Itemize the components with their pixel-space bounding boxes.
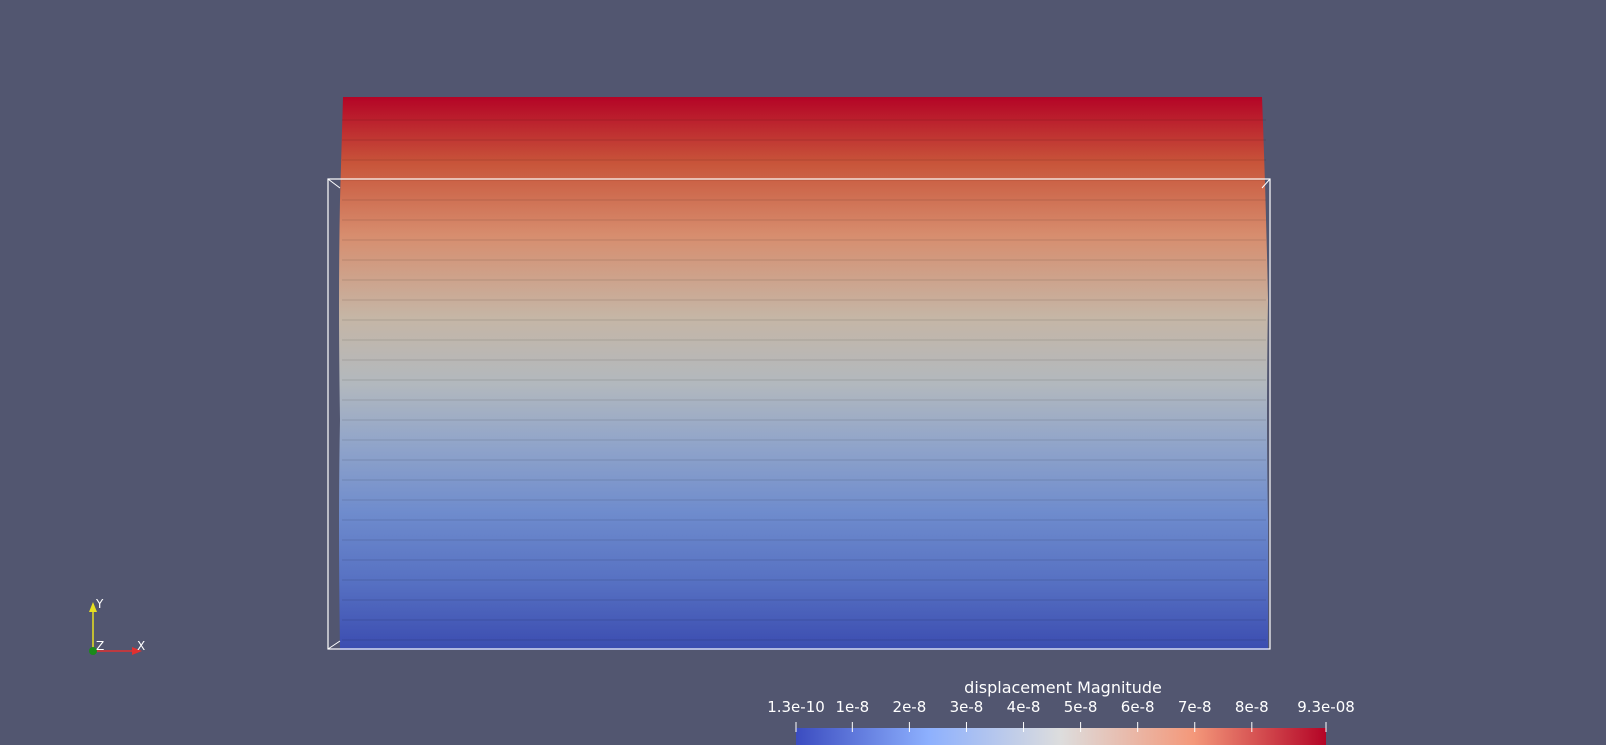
mesh-band-line [341,579,1267,582]
deformed-mesh [339,97,1268,650]
colorbar-tick-label: 6e-8 [1120,698,1155,716]
mesh-band-line [341,299,1267,302]
mesh-band-line [341,619,1267,622]
colorbar-title: displacement Magnitude [964,678,1162,697]
colorbar-tick-label: 1e-8 [835,698,870,716]
mesh-band-line [341,439,1267,442]
colorbar-tick-label: 4e-8 [1006,698,1041,716]
mesh-band-line [341,179,1267,182]
mesh-band-line [341,639,1267,642]
z-axis-marker [89,647,97,655]
mesh-band-line [341,139,1267,142]
colorbar-tick-label: 1.3e-10 [767,698,825,716]
mesh-band-line [341,159,1267,162]
mesh-band-line [341,119,1267,122]
mesh-band-line [341,479,1267,482]
y-axis-arrow [89,602,97,612]
orientation-axes [89,602,142,655]
mesh-band-line [341,219,1267,222]
outline-corner-top-right [1261,178,1271,189]
colorbar-tick-label: 5e-8 [1063,698,1098,716]
undeformed-outline [327,178,1271,650]
z-axis-label: Z [96,639,105,653]
outline-corner-bottom-left [327,640,341,650]
mesh-band-line [341,499,1267,502]
mesh-band-line [341,379,1267,382]
mesh-band-line [341,239,1267,242]
mesh-band-line [341,459,1267,462]
colorbar-tick-label: 2e-8 [892,698,927,716]
mesh-band-line [341,259,1267,262]
mesh-band-line [341,559,1267,562]
x-axis-label: X [137,639,146,653]
mesh-band-line [341,199,1267,202]
mesh-band-line [341,339,1267,342]
mesh-band-line [341,279,1267,282]
colorbar-tick-label: 9.3e-08 [1297,698,1355,716]
mesh-band-line [341,319,1267,322]
colorbar-ticks [795,722,1327,732]
x-axis-arrow [132,647,142,655]
y-axis-label: Y [96,597,104,611]
colorbar-tick-label: 7e-8 [1177,698,1212,716]
mesh-bands [341,119,1267,642]
outline-corner-top-left [327,178,341,189]
mesh-band-line [341,419,1267,422]
mesh-band-line [341,399,1267,402]
mesh-band-line [341,539,1267,542]
mesh-band-line [341,519,1267,522]
mesh-band-line [341,599,1267,602]
colorbar-gradient [796,728,1326,745]
mesh-band-line [341,359,1267,362]
colorbar-tick-label: 8e-8 [1234,698,1269,716]
colorbar-tick-label: 3e-8 [949,698,984,716]
